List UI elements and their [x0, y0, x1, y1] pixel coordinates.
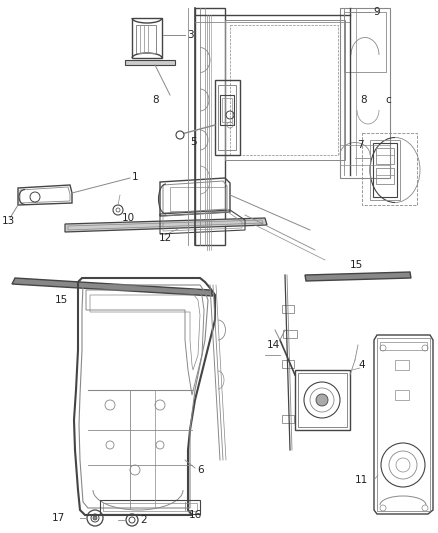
Bar	[222, 98, 232, 122]
Bar	[283, 330, 297, 338]
Circle shape	[316, 394, 328, 406]
Bar	[132, 18, 162, 58]
Text: 8: 8	[360, 95, 367, 105]
Bar	[298, 373, 347, 427]
Bar	[370, 140, 400, 200]
Circle shape	[176, 131, 184, 139]
Polygon shape	[12, 278, 213, 296]
Text: c: c	[385, 95, 391, 105]
Text: 16: 16	[188, 510, 201, 520]
Text: 15: 15	[55, 295, 68, 305]
Bar	[282, 360, 294, 368]
Bar	[344, 12, 386, 72]
Text: 8: 8	[152, 95, 159, 105]
Bar	[100, 500, 200, 514]
Bar	[376, 148, 394, 164]
Bar	[170, 187, 225, 211]
Bar	[380, 342, 427, 350]
Text: 4: 4	[358, 360, 364, 370]
Bar	[362, 133, 417, 205]
Text: 3: 3	[187, 30, 194, 40]
Text: 5: 5	[190, 137, 197, 147]
Circle shape	[93, 516, 97, 520]
Bar	[395, 390, 409, 400]
Bar	[377, 338, 430, 511]
Text: 12: 12	[159, 233, 172, 243]
Bar	[282, 415, 294, 423]
Text: 14: 14	[267, 340, 280, 350]
Text: 13: 13	[2, 216, 15, 226]
Polygon shape	[125, 60, 175, 65]
Text: 9: 9	[373, 7, 380, 17]
Text: 15: 15	[350, 260, 363, 270]
Text: 7: 7	[357, 140, 364, 150]
Bar	[230, 25, 338, 155]
Bar	[225, 20, 345, 160]
Bar	[295, 370, 350, 430]
Text: 17: 17	[52, 513, 65, 523]
Bar	[376, 168, 394, 184]
Text: 11: 11	[355, 475, 368, 485]
Text: 1: 1	[132, 172, 138, 182]
Text: 2: 2	[140, 515, 147, 525]
Bar	[103, 503, 197, 511]
Bar	[373, 143, 397, 197]
Bar	[395, 360, 409, 370]
Bar	[136, 25, 156, 53]
Bar	[340, 8, 390, 178]
Text: 10: 10	[122, 213, 135, 223]
Bar	[282, 305, 294, 313]
Bar	[220, 95, 234, 125]
Polygon shape	[65, 218, 267, 232]
Text: 6: 6	[197, 465, 204, 475]
Polygon shape	[305, 272, 411, 281]
